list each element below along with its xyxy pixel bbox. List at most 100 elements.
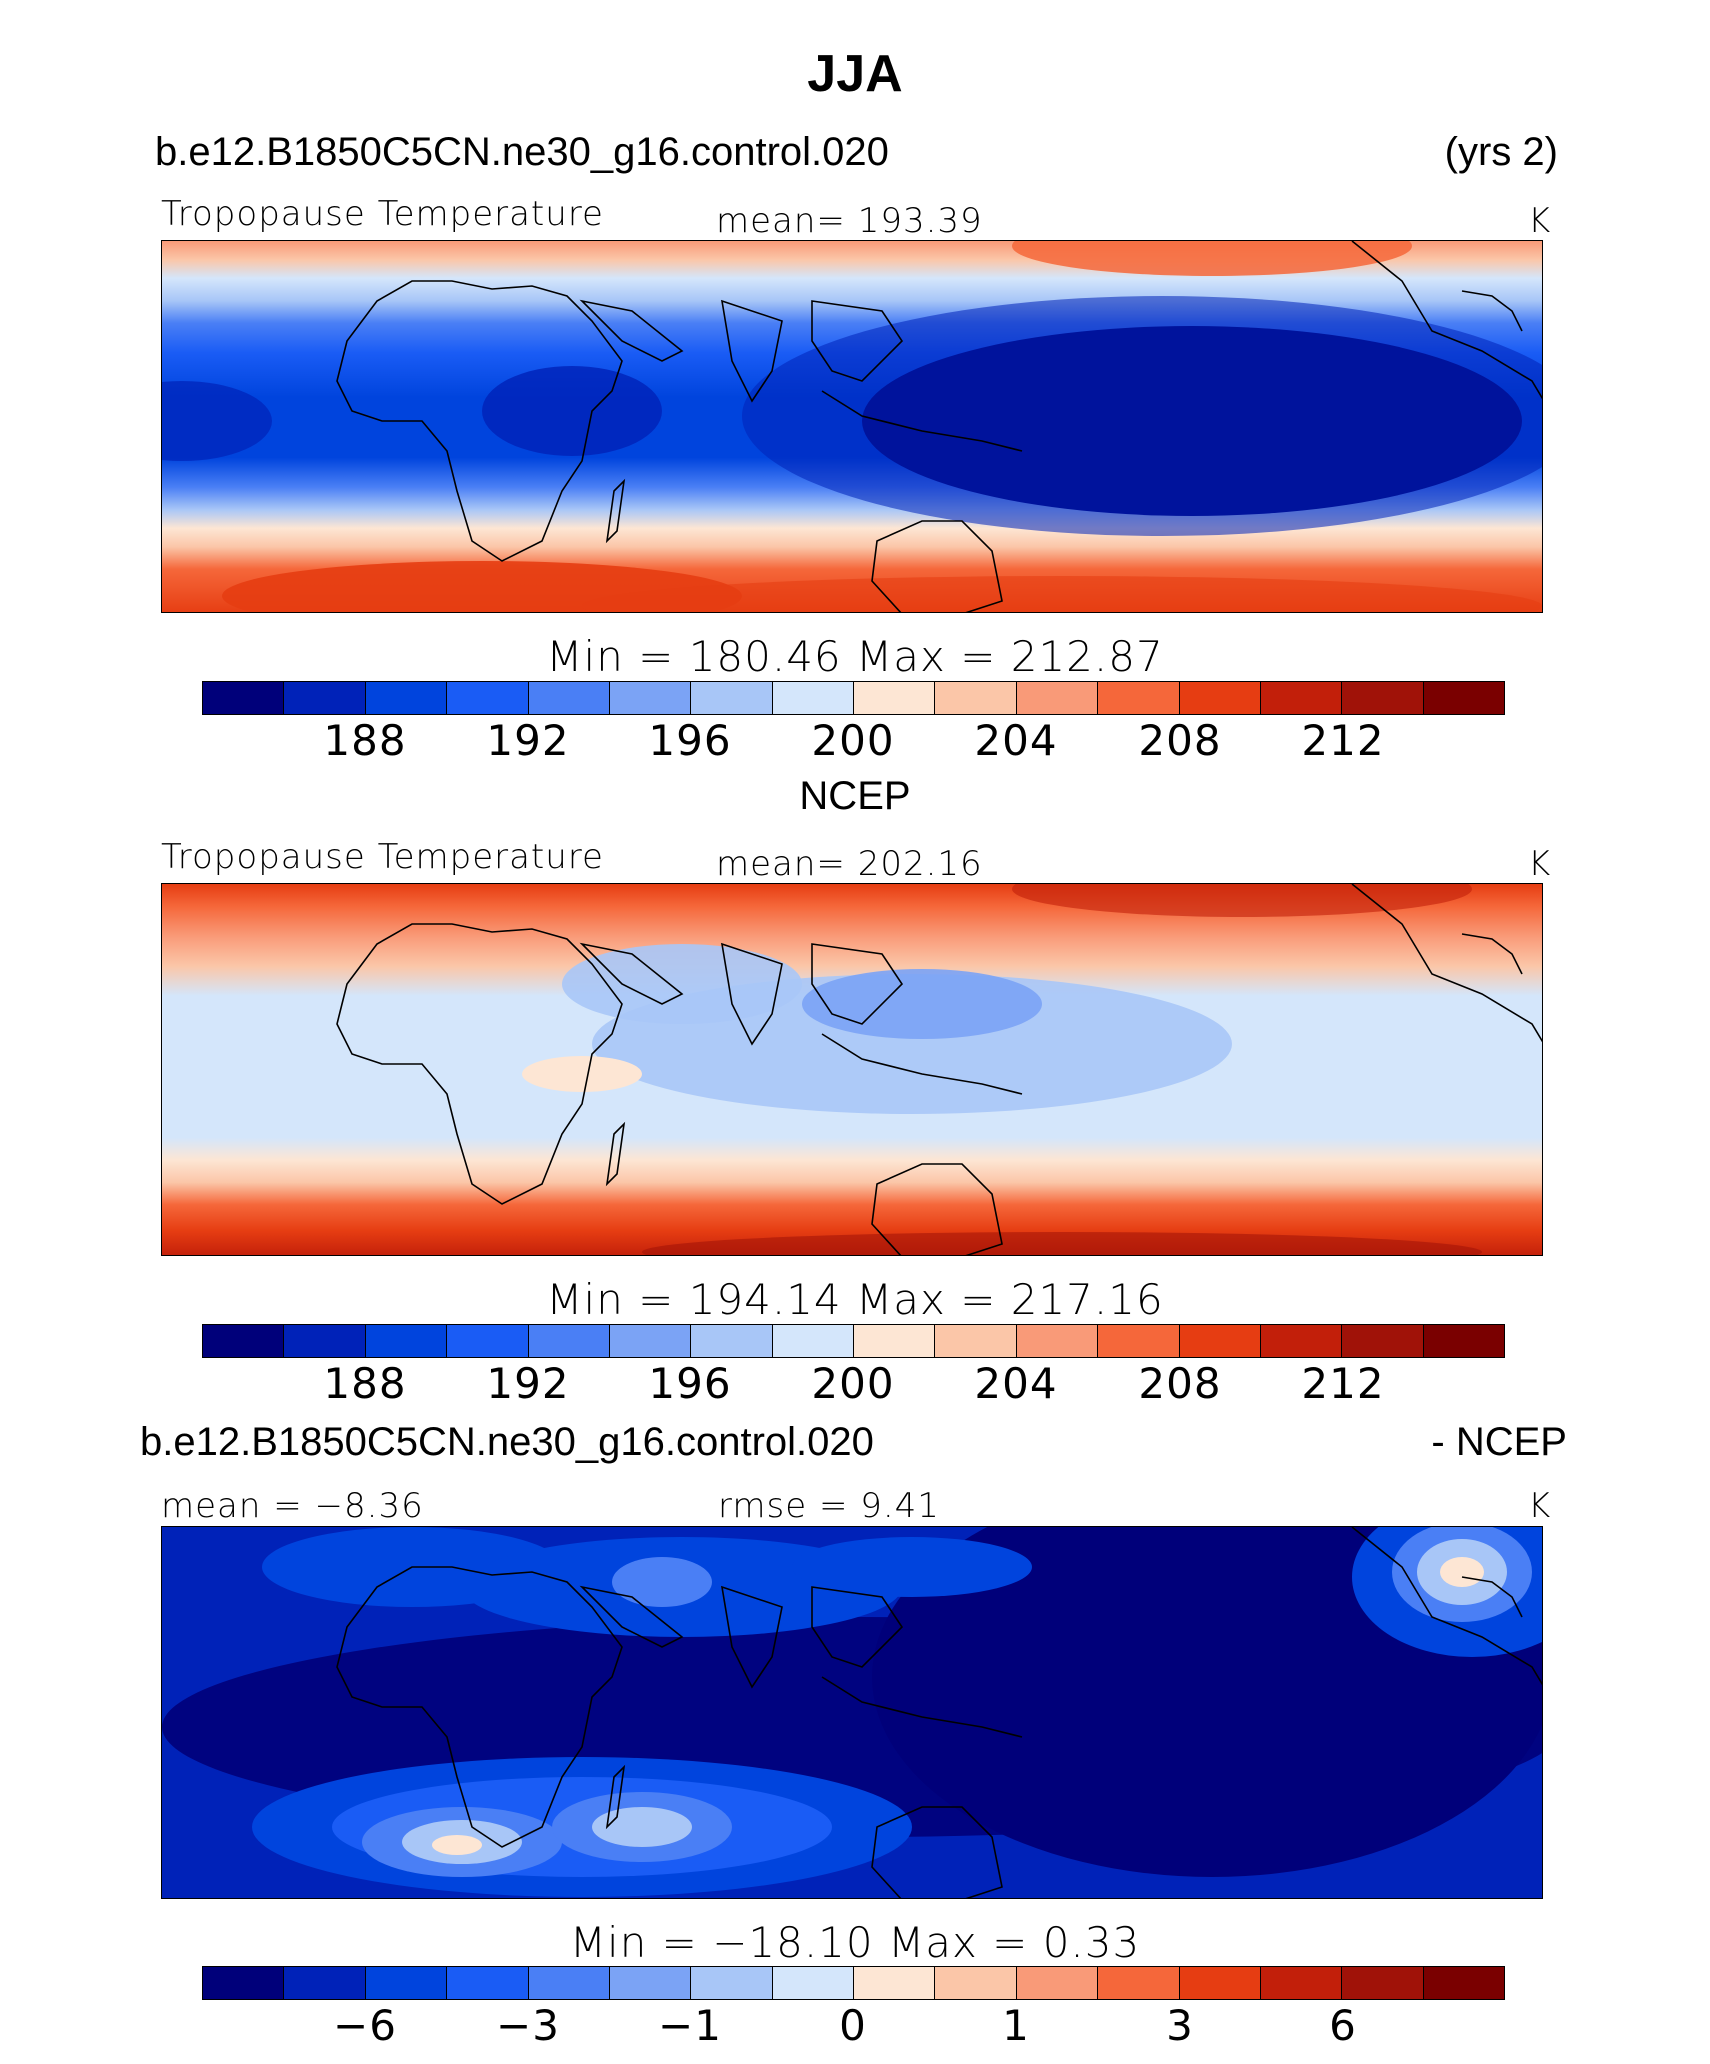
colorbar-box xyxy=(1260,1325,1343,1357)
colorbar-box xyxy=(528,1967,610,1999)
colorbar-box xyxy=(1179,1967,1261,1999)
panel2-units: K xyxy=(1528,844,1551,884)
colorbar-box xyxy=(203,1325,285,1357)
colorbar-box xyxy=(365,1967,448,1999)
panel1-map xyxy=(161,240,1543,613)
panel2-maritime-continent-outline xyxy=(821,1033,1023,1095)
colorbar-box xyxy=(1342,1967,1424,1999)
panel2-tick: 212 xyxy=(1301,1359,1385,1408)
panel2-variable-title: Tropopause Temperature xyxy=(161,837,604,877)
panel3-tick: 0 xyxy=(839,2001,867,2050)
colorbar-box xyxy=(854,1325,936,1357)
panel2-tick: 204 xyxy=(974,1359,1058,1408)
colorbar-box xyxy=(935,1325,1017,1357)
panel3-arabia-outline xyxy=(579,1585,684,1648)
colorbar-box xyxy=(284,1325,366,1357)
panel1-australia-outline xyxy=(871,520,1003,612)
colorbar-box xyxy=(1179,1325,1261,1357)
panel1-india-outline xyxy=(720,299,783,403)
colorbar-box xyxy=(609,1967,692,1999)
colorbar-box xyxy=(691,1967,773,1999)
obs-label: NCEP xyxy=(799,774,911,818)
colorbar-box xyxy=(1260,1967,1343,1999)
panel2-madagascar-outline xyxy=(605,1121,626,1187)
panel2-mean: mean= 202.16 xyxy=(716,844,983,884)
panel2-india-outline xyxy=(720,942,783,1046)
panel2-minmax: Min = 194.14 Max = 217.16 xyxy=(546,1275,1164,1324)
colorbar-box xyxy=(1423,682,1504,714)
colorbar-box xyxy=(935,1967,1017,1999)
colorbar-box xyxy=(203,1967,285,1999)
colorbar-box xyxy=(284,1967,366,1999)
colorbar-box xyxy=(284,682,366,714)
colorbar-box xyxy=(528,1325,610,1357)
panel3-caribbean-outline xyxy=(1461,1576,1523,1618)
colorbar-box xyxy=(1098,682,1180,714)
colorbar-box xyxy=(203,682,285,714)
colorbar-box xyxy=(1260,682,1343,714)
colorbar-box xyxy=(609,682,692,714)
panel1-tick: 200 xyxy=(811,716,895,765)
panel1-se-asia-outline xyxy=(811,300,904,382)
panel1-maritime-continent-outline xyxy=(821,390,1023,452)
panel3-gulf-mexico-max xyxy=(1440,1557,1484,1587)
colorbar-box xyxy=(1098,1325,1180,1357)
panel1-minmax: Min = 180.46 Max = 212.87 xyxy=(546,632,1164,681)
season-title: JJA xyxy=(807,45,903,103)
panel2-tick: 192 xyxy=(486,1359,570,1408)
colorbar-box xyxy=(609,1325,692,1357)
panel3-minmax: Min = −18.10 Max = 0.33 xyxy=(569,1918,1141,1967)
panel1-arabia-outline xyxy=(579,299,684,362)
panel1-africa-outline xyxy=(336,280,623,562)
panel1-tick: 208 xyxy=(1138,716,1222,765)
panel3-americas-outline xyxy=(1351,1527,1542,1686)
panel3-tick: −6 xyxy=(333,2001,397,2050)
colorbar-box xyxy=(854,1967,936,1999)
panel3-se-asia-outline xyxy=(811,1586,904,1668)
panel2-north-pacific-warm xyxy=(1012,884,1472,917)
colorbar-box xyxy=(447,1967,529,1999)
panel2-tick: 196 xyxy=(648,1359,732,1408)
colorbar-box xyxy=(447,1325,529,1357)
panel2-colorbar xyxy=(202,1324,1505,1358)
panel3-tick: 6 xyxy=(1329,2001,1357,2050)
colorbar-box xyxy=(365,682,448,714)
panel2-se-asia-outline xyxy=(811,943,904,1025)
colorbar-box xyxy=(1423,1967,1504,1999)
panel3-map xyxy=(161,1526,1543,1899)
panel3-units: K xyxy=(1528,1486,1551,1526)
panel3-tick: −3 xyxy=(496,2001,560,2050)
panel1-units: K xyxy=(1528,201,1551,241)
panel1-mean: mean= 193.39 xyxy=(716,201,983,241)
panel1-tick: 188 xyxy=(323,716,407,765)
panel2-africa-outline xyxy=(336,923,623,1205)
panel1-africa-cold xyxy=(482,366,662,456)
case-name-label: b.e12.B1850C5CN.ne30_g16.control.020 xyxy=(155,130,889,174)
colorbar-box xyxy=(528,682,610,714)
panel2-caribbean-outline xyxy=(1461,933,1523,975)
colorbar-box xyxy=(772,1325,854,1357)
colorbar-box xyxy=(691,682,773,714)
colorbar-box xyxy=(854,682,936,714)
colorbar-box xyxy=(772,682,854,714)
panel3-madagascar-outline xyxy=(605,1764,626,1830)
panel3-tick: 1 xyxy=(1002,2001,1030,2050)
colorbar-box xyxy=(1016,1967,1099,1999)
colorbar-box xyxy=(935,682,1017,714)
panel1-colorbar xyxy=(202,681,1505,715)
colorbar-box xyxy=(447,682,529,714)
colorbar-box xyxy=(1016,682,1099,714)
panel3-australia-outline xyxy=(871,1806,1003,1898)
panel3-maritime-continent-outline xyxy=(821,1676,1023,1738)
panel1-tick: 204 xyxy=(974,716,1058,765)
colorbar-box xyxy=(1179,682,1261,714)
panel1-caribbean-outline xyxy=(1461,290,1523,332)
colorbar-box xyxy=(1342,682,1424,714)
colorbar-box xyxy=(691,1325,773,1357)
panel3-south-atlantic-max xyxy=(432,1835,482,1855)
panel3-colorbar xyxy=(202,1966,1505,2000)
panel1-americas-outline xyxy=(1351,241,1542,400)
diff-case-label: b.e12.B1850C5CN.ne30_g16.control.020 xyxy=(140,1420,874,1464)
colorbar-box xyxy=(772,1967,854,1999)
diff-suffix-label: - NCEP xyxy=(1431,1420,1567,1464)
